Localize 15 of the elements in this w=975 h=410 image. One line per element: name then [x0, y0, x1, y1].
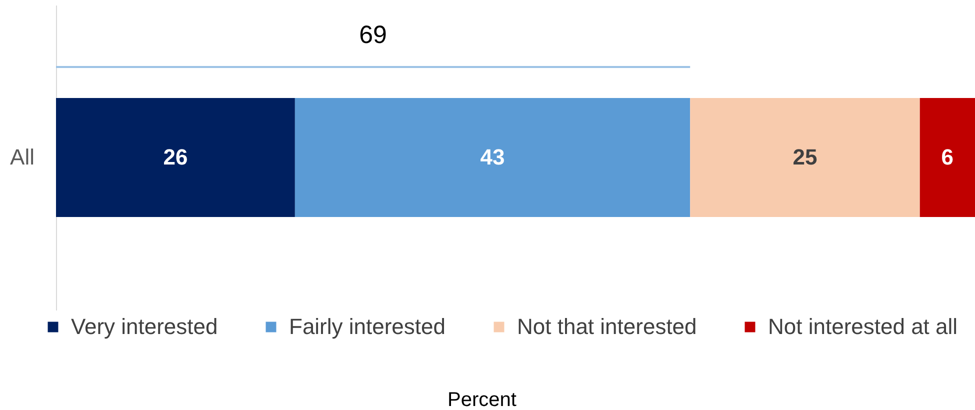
bar — [294, 98, 690, 217]
text: Percent — [448, 389, 517, 410]
legend-label: Not that interested — [517, 314, 697, 339]
bar — [690, 98, 920, 217]
text: 69 — [359, 21, 387, 49]
data-label: 25 — [792, 144, 818, 170]
legend-label: Not interested at all — [768, 314, 958, 339]
bar — [56, 98, 295, 217]
y-tick-label: All — [10, 144, 34, 170]
legend-label: Fairly interested — [289, 314, 446, 339]
bar — [920, 98, 975, 217]
legend-label: Very interested — [71, 314, 218, 339]
data-label: 43 — [480, 144, 505, 170]
data-label: 6 — [941, 144, 954, 170]
data-label: 26 — [163, 144, 188, 170]
